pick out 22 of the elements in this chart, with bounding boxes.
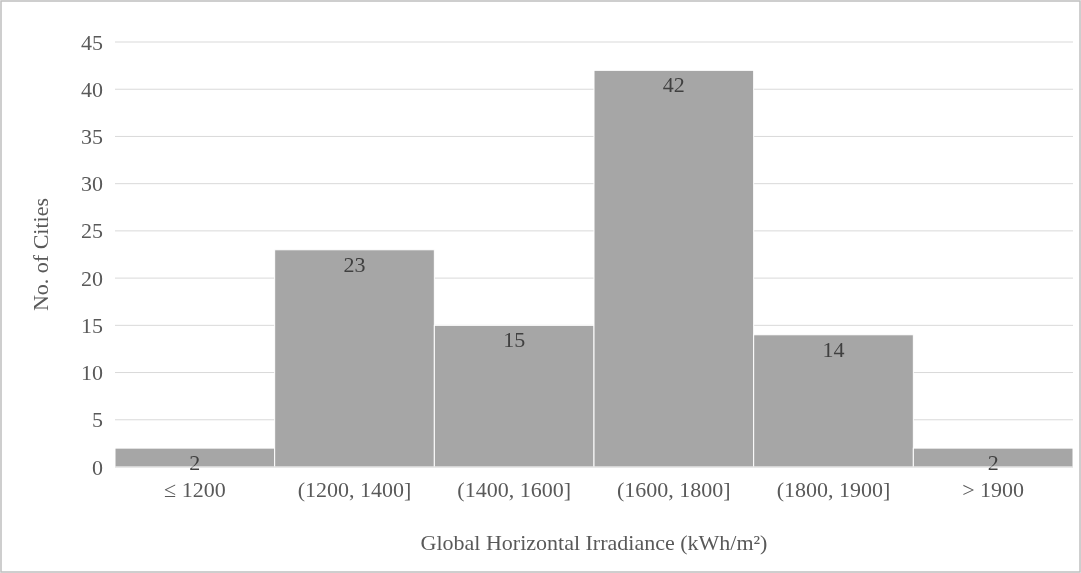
y-tick-label: 40 (81, 76, 103, 102)
y-tick-label: 5 (92, 407, 103, 433)
data-label: 42 (662, 72, 685, 98)
x-tick-label: (1600, 1800] (617, 476, 731, 502)
x-tick-label: (1800, 1900] (776, 476, 891, 502)
x-tick-label: ≤ 1200 (164, 476, 226, 502)
y-tick-label: 30 (81, 171, 103, 197)
y-tick-label: 15 (81, 312, 103, 338)
x-tick-label: > 1900 (962, 476, 1025, 502)
data-label: 23 (343, 251, 366, 277)
data-label: 14 (822, 336, 845, 362)
x-tick-label: (1400, 1600] (457, 476, 571, 502)
y-tick-label: 10 (81, 360, 103, 386)
x-axis-title: Global Horizontal Irradiance (kWh/m²) (420, 530, 768, 555)
y-tick-label: 45 (81, 29, 103, 55)
y-tick-label: 0 (92, 454, 103, 480)
x-tick-label: (1200, 1400] (297, 476, 412, 502)
y-tick-label: 25 (81, 218, 103, 244)
y-tick-label: 20 (81, 265, 103, 291)
data-label: 15 (503, 327, 526, 353)
y-axis-title: No. of Cities (28, 197, 53, 312)
y-tick-label: 35 (81, 123, 103, 149)
